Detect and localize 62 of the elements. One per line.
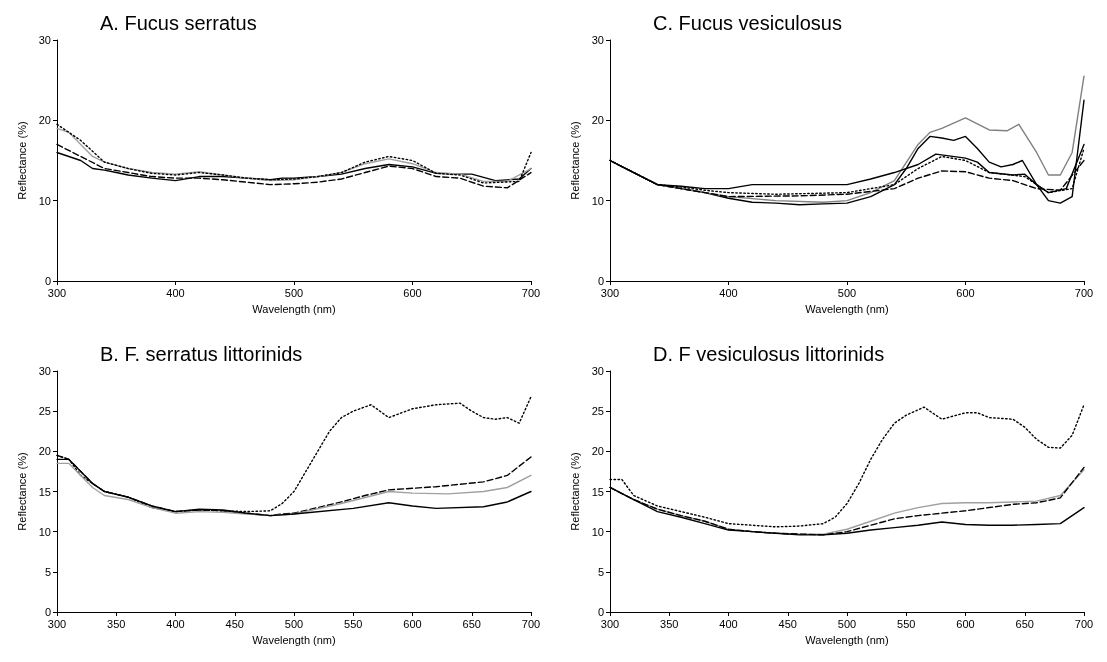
y-axis-title: Reflectance (%) <box>568 121 581 200</box>
y-tick-label: 0 <box>597 606 604 618</box>
chart-title: D. F vesiculosus littorinids <box>653 343 885 365</box>
y-tick-label: 25 <box>38 405 51 418</box>
x-tick-label: 700 <box>521 617 541 630</box>
y-tick-label: 15 <box>38 485 51 498</box>
x-tick-label: 500 <box>837 617 857 630</box>
x-tick-label: 450 <box>778 617 797 630</box>
y-tick-label: 0 <box>44 606 51 618</box>
x-tick-label: 550 <box>897 617 916 630</box>
y-tick-label: 10 <box>591 525 604 538</box>
x-tick-label: 350 <box>660 617 679 630</box>
y-tick-label: 10 <box>591 194 604 207</box>
chart-title: B. F. serratus littorinids <box>100 343 303 365</box>
x-tick-label: 600 <box>956 286 975 299</box>
y-tick-label: 30 <box>591 365 604 377</box>
chart-title: C. Fucus vesiculosus <box>653 12 842 34</box>
x-tick-label: 500 <box>284 617 304 630</box>
chart-title: A. Fucus serratus <box>100 12 257 34</box>
x-tick-label: 650 <box>462 617 481 630</box>
y-tick-label: 10 <box>38 525 51 538</box>
x-tick-label: 400 <box>719 286 738 299</box>
x-tick-label: 500 <box>284 286 304 299</box>
y-tick-label: 15 <box>591 485 604 498</box>
y-tick-label: 0 <box>597 275 604 287</box>
x-tick-label: 400 <box>719 617 738 630</box>
x-axis-title: Wavelength (nm) <box>805 633 889 646</box>
x-tick-label: 700 <box>521 286 541 299</box>
y-tick-label: 10 <box>38 194 51 207</box>
y-tick-label: 25 <box>591 405 604 418</box>
y-tick-label: 20 <box>38 445 51 458</box>
x-tick-label: 600 <box>956 617 975 630</box>
x-axis-title: Wavelength (nm) <box>805 302 889 315</box>
y-tick-label: 20 <box>38 114 51 127</box>
x-tick-label: 300 <box>600 286 620 299</box>
y-axis-title: Reflectance (%) <box>15 452 28 531</box>
y-tick-label: 5 <box>597 565 604 578</box>
x-tick-label: 600 <box>403 286 422 299</box>
y-tick-label: 0 <box>44 275 51 287</box>
y-tick-label: 20 <box>591 445 604 458</box>
x-axis-title: Wavelength (nm) <box>252 633 336 646</box>
x-tick-label: 300 <box>47 286 67 299</box>
x-tick-label: 600 <box>403 617 422 630</box>
x-tick-label: 700 <box>1074 286 1094 299</box>
x-tick-label: 350 <box>107 617 126 630</box>
x-tick-label: 550 <box>344 617 363 630</box>
x-tick-label: 650 <box>1015 617 1034 630</box>
x-tick-label: 300 <box>47 617 67 630</box>
x-tick-label: 400 <box>166 286 185 299</box>
x-tick-label: 300 <box>600 617 620 630</box>
x-tick-label: 700 <box>1074 617 1094 630</box>
y-axis-title: Reflectance (%) <box>15 121 28 200</box>
x-axis-title: Wavelength (nm) <box>252 302 336 315</box>
y-tick-label: 30 <box>38 365 51 377</box>
x-tick-label: 400 <box>166 617 185 630</box>
y-tick-label: 5 <box>44 565 51 578</box>
x-tick-label: 500 <box>837 286 857 299</box>
y-tick-label: 20 <box>591 114 604 127</box>
y-axis-title: Reflectance (%) <box>568 452 581 531</box>
x-tick-label: 450 <box>225 617 244 630</box>
y-tick-label: 30 <box>38 34 51 46</box>
y-tick-label: 30 <box>591 34 604 46</box>
